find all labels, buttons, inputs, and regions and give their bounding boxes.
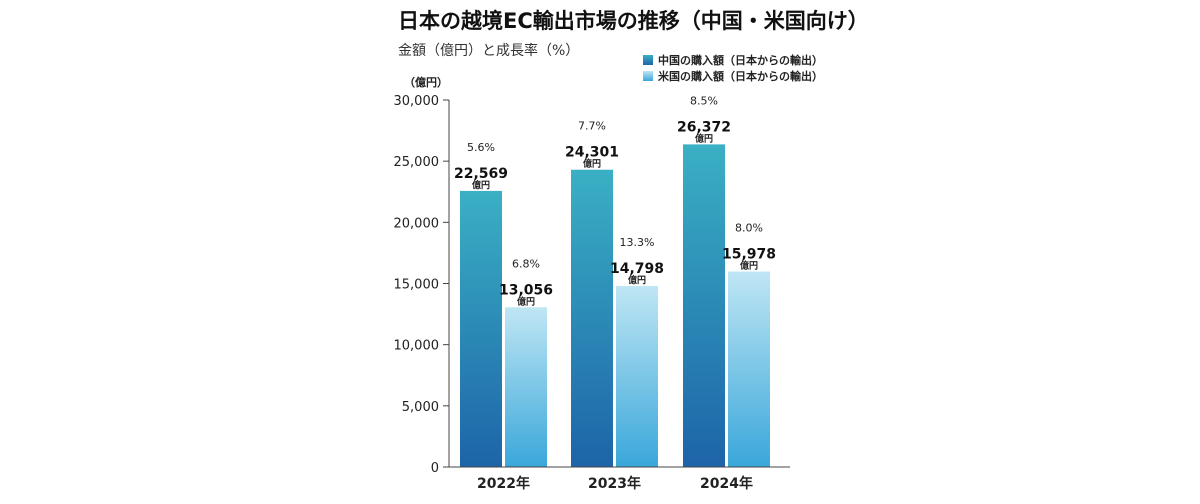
legend: 中国の購入額（日本からの輸出） 米国の購入額（日本からの輸出） [643,53,823,83]
growth-rate-label: 13.3% [620,236,655,249]
y-tick-label: 10,000 [394,339,440,354]
bar-china-1 [571,169,613,467]
value-label: 14,798 [610,261,664,277]
y-tick-label: 15,000 [394,278,440,293]
bar-us-2 [728,271,770,467]
chart-title: 日本の越境EC輸出市場の推移（中国・米国向け） [398,9,869,33]
value-unit-label: 億円 [517,295,535,307]
legend-label-china: 中国の購入額（日本からの輸出） [658,53,823,67]
bar-us-1 [616,285,658,467]
value-label: 22,569 [454,166,508,182]
chart-subtitle: 金額（億円）と成長率（%） [398,42,579,59]
y-tick-label: 20,000 [394,216,440,231]
value-label: 15,978 [722,247,776,263]
value-unit-label: 億円 [628,274,646,286]
legend-swatch-china [643,55,653,65]
x-tick-label: 2022年 [477,475,530,492]
y-tick-label: 5,000 [402,400,439,415]
value-unit-label: 億円 [472,179,490,191]
value-unit-label: 億円 [740,260,758,272]
value-label: 13,056 [499,282,553,298]
y-tick-label: 25,000 [394,155,440,170]
x-tick-label: 2023年 [588,475,641,492]
legend-swatch-us [643,71,653,81]
growth-rate-label: 8.0% [735,222,763,235]
bar-china-0 [460,190,502,468]
value-unit-label: 億円 [583,158,601,170]
value-unit-label: 億円 [695,132,713,144]
bars [460,144,770,468]
value-label: 24,301 [565,145,619,161]
value-label: 26,372 [677,119,731,135]
growth-rate-label: 8.5% [690,94,718,107]
y-tick-label: 0 [431,461,439,476]
y-tick-label: 30,000 [394,94,440,109]
bar-china-2 [683,144,725,467]
data-labels: 億円22,5695.6%億円13,0566.8%億円24,3017.7%億円14… [454,94,776,307]
legend-label-us: 米国の購入額（日本からの輸出） [657,69,823,83]
growth-rate-label: 5.6% [467,141,495,154]
x-tick-label: 2024年 [700,475,753,492]
y-axis-ticks: 0 5,000 10,000 15,000 20,000 25,000 30,000 [394,94,449,476]
y-axis-unit-label: （億円） [404,75,448,89]
bar-us-0 [505,307,547,467]
growth-rate-label: 7.7% [578,120,606,133]
x-axis-ticks: 2022年 2023年 2024年 [477,475,753,492]
growth-rate-label: 6.8% [512,257,540,270]
